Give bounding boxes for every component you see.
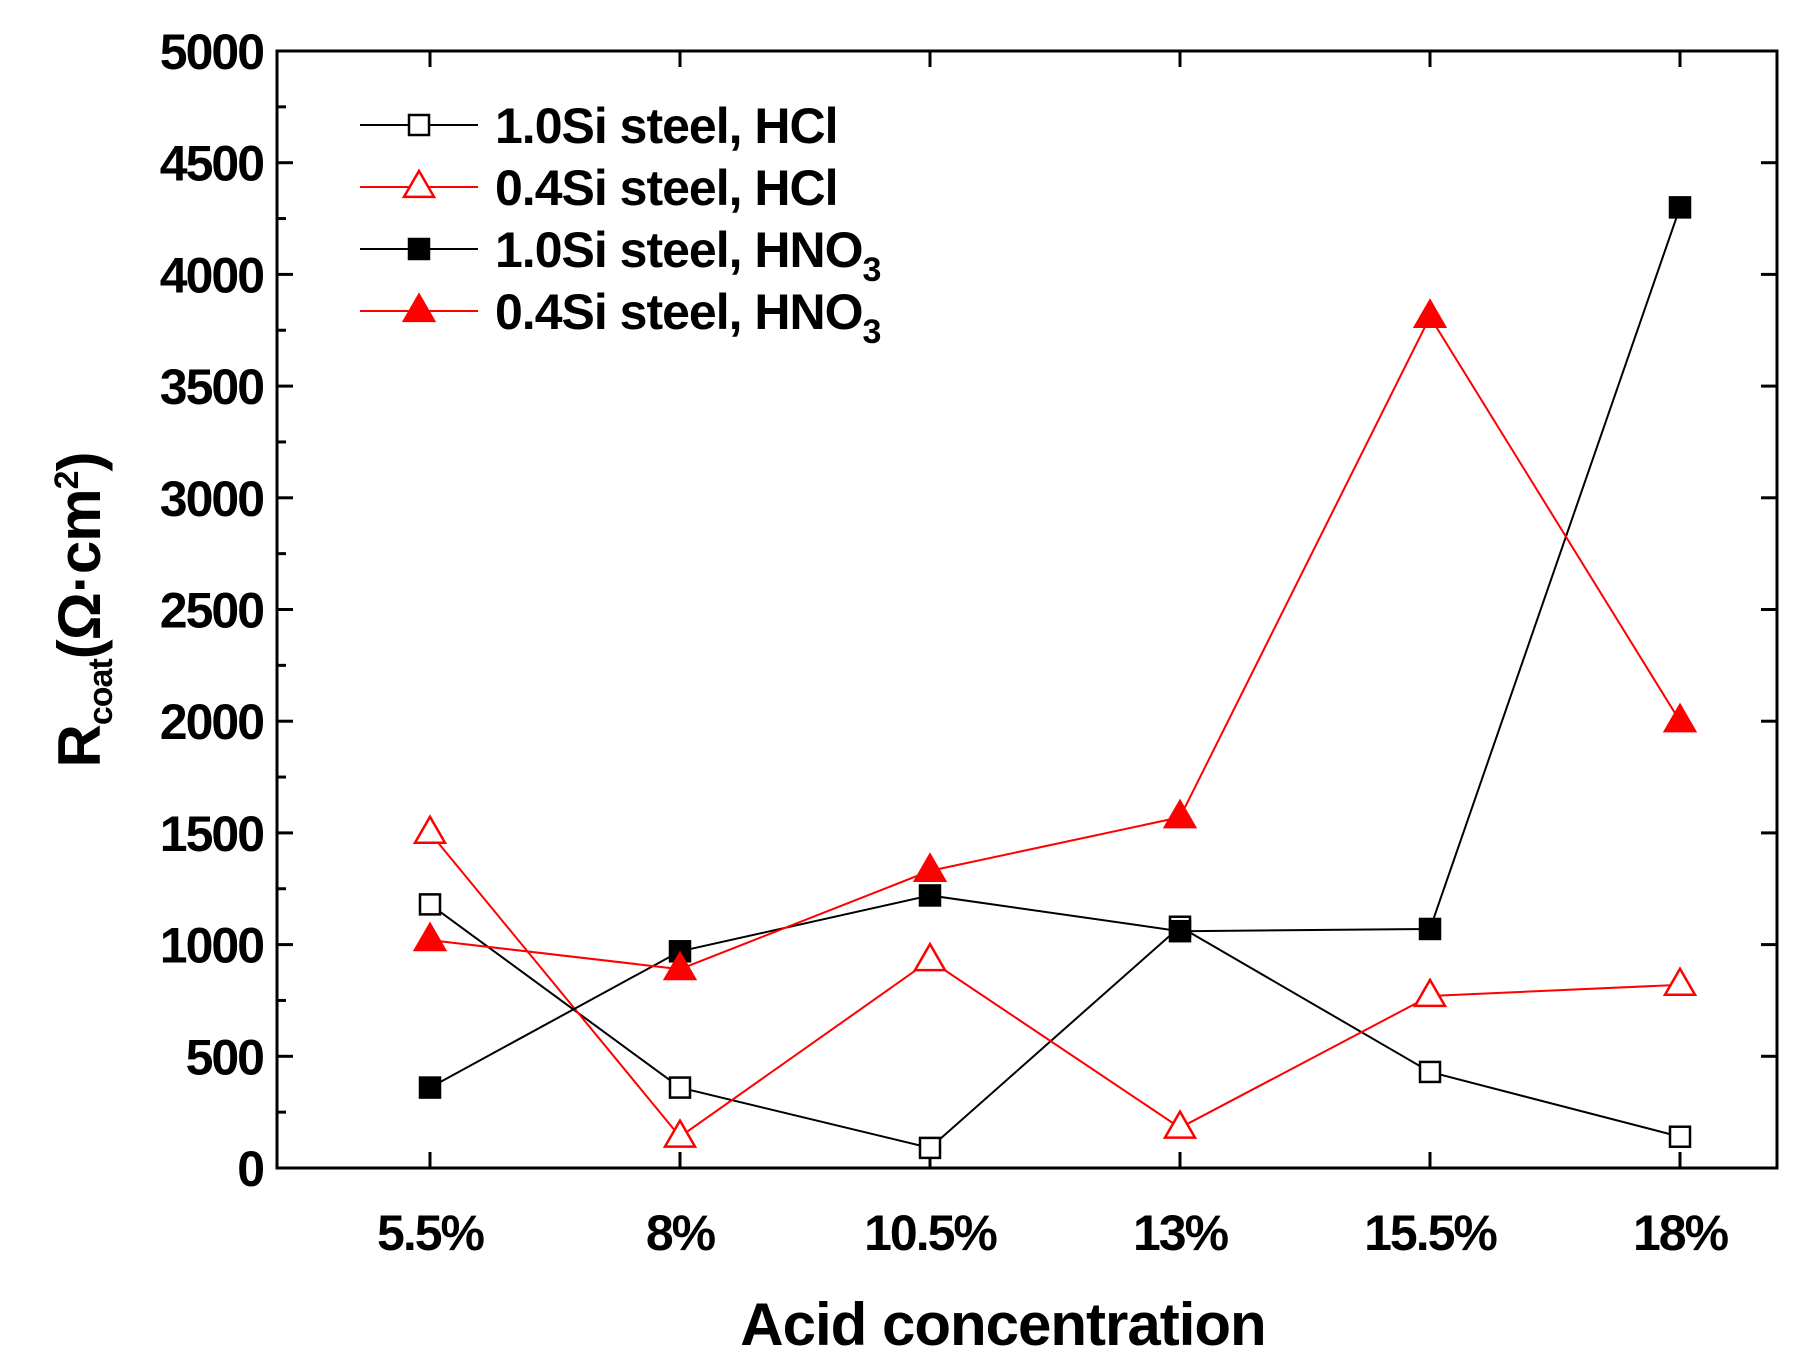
data-point bbox=[1418, 917, 1442, 941]
y-axis-title-dot: · bbox=[46, 574, 113, 593]
legend-marker bbox=[407, 237, 431, 261]
y-axis-title: Rcoat(Ω·cm2) bbox=[46, 453, 120, 768]
data-point bbox=[912, 941, 948, 972]
data-point bbox=[1412, 977, 1448, 1008]
y-tick-label: 3000 bbox=[160, 471, 263, 527]
legend-label: 1.0Si steel, HCl bbox=[495, 98, 838, 154]
series-line bbox=[429, 314, 1681, 971]
x-tick-label: 13% bbox=[1133, 1205, 1229, 1261]
data-point bbox=[1162, 1109, 1198, 1139]
series-line bbox=[429, 207, 1681, 1089]
data-point bbox=[668, 1076, 692, 1099]
y-axis-title-subscript: coat bbox=[82, 659, 120, 726]
y-axis-title-main: R bbox=[46, 724, 113, 767]
legend-item: 1.0Si steel, HCl bbox=[360, 98, 839, 154]
series-2 bbox=[418, 196, 1692, 1099]
y-axis-title-omega: Ω bbox=[46, 593, 113, 640]
legend-label: 0.4Si steel, HCl bbox=[495, 160, 838, 216]
legend-marker bbox=[407, 113, 431, 137]
data-point bbox=[1418, 1060, 1442, 1084]
legend-label-subscript: 3 bbox=[863, 251, 881, 289]
y-axis-title-cm: cm bbox=[46, 489, 113, 574]
series-3 bbox=[412, 298, 1698, 981]
data-point bbox=[418, 893, 442, 916]
legend-item: 0.4Si steel, HCl bbox=[360, 160, 839, 216]
data-point bbox=[412, 921, 448, 952]
data-point bbox=[1668, 1125, 1692, 1148]
data-point bbox=[412, 814, 448, 845]
legend-label-text: 1.0Si steel, HNO bbox=[495, 222, 863, 278]
legend-label-text: 0.4Si steel, HNO bbox=[495, 284, 863, 340]
legend-label-text: 0.4Si steel, HCl bbox=[495, 160, 838, 216]
y-tick-label: 5000 bbox=[160, 24, 263, 80]
x-axis-title: Acid concentration bbox=[740, 1291, 1265, 1356]
data-point bbox=[912, 852, 948, 883]
legend: 1.0Si steel, HCl 0.4Si steel, HCl 1.0Si st… bbox=[360, 98, 882, 351]
series-line bbox=[429, 903, 1681, 1149]
legend-label-subscript: 3 bbox=[863, 313, 881, 351]
x-tick-label: 8% bbox=[646, 1205, 716, 1261]
data-point bbox=[1662, 702, 1698, 733]
data-point bbox=[662, 950, 698, 981]
legend-marker bbox=[401, 168, 437, 199]
data-point bbox=[1662, 966, 1698, 996]
legend-marker bbox=[401, 292, 437, 323]
y-tick-label: 500 bbox=[186, 1029, 264, 1085]
y-tick-label: 3500 bbox=[160, 359, 263, 415]
y-tick-label: 0 bbox=[237, 1141, 263, 1197]
legend-label-text: 1.0Si steel, HCl bbox=[495, 98, 838, 154]
data-point bbox=[1668, 196, 1692, 219]
plot-frame bbox=[275, 49, 1779, 1170]
y-tick-label: 2500 bbox=[160, 583, 263, 639]
data-point bbox=[1162, 798, 1198, 829]
x-tick-label: 15.5% bbox=[1364, 1205, 1497, 1261]
series-1 bbox=[412, 814, 1698, 1148]
x-axis: 5.5% 8% 10.5% 13% 15.5% 18% bbox=[377, 51, 1731, 1261]
y-tick-label: 1500 bbox=[160, 806, 263, 862]
y-axis-title-unit-close: ) bbox=[46, 453, 113, 472]
data-point bbox=[1168, 919, 1192, 943]
y-tick-label: 2000 bbox=[160, 694, 263, 750]
data-point bbox=[918, 1136, 942, 1160]
y-axis: 0 500 1000 1500 2000 2500 3000 3500 4000 4500 5000 bbox=[160, 24, 1777, 1197]
y-axis-title-superscript: 2 bbox=[48, 471, 86, 489]
legend-item: 0.4Si steel, HNO3 bbox=[360, 284, 882, 351]
x-tick-label: 10.5% bbox=[864, 1205, 997, 1261]
y-tick-label: 4000 bbox=[160, 247, 263, 303]
y-axis-title-unit-open: ( bbox=[46, 639, 113, 659]
x-tick-label: 5.5% bbox=[377, 1205, 485, 1261]
data-point bbox=[662, 1118, 698, 1148]
y-tick-label: 4500 bbox=[160, 136, 263, 192]
legend-label: 0.4Si steel, HNO3 bbox=[495, 284, 881, 351]
series-line bbox=[429, 832, 1681, 1139]
data-point bbox=[418, 1076, 442, 1099]
y-tick-label: 1000 bbox=[160, 918, 263, 974]
legend-item: 1.0Si steel, HNO3 bbox=[360, 222, 882, 289]
x-tick-label: 18% bbox=[1633, 1205, 1729, 1261]
series-0 bbox=[418, 893, 1692, 1160]
data-point bbox=[918, 884, 942, 907]
data-point bbox=[1412, 298, 1448, 328]
series-layer bbox=[412, 196, 1698, 1160]
legend-label: 1.0Si steel, HNO3 bbox=[495, 222, 881, 289]
